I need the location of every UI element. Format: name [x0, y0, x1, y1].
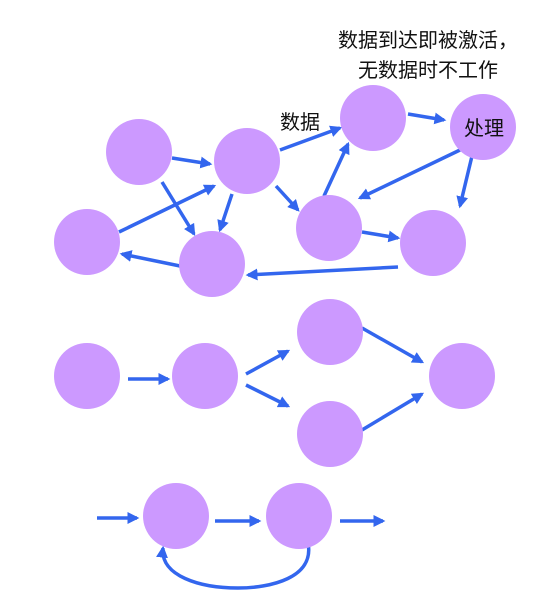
process-label: 处理	[464, 116, 504, 140]
node-m3	[297, 299, 363, 365]
node-c	[54, 209, 120, 275]
node-m5	[429, 343, 495, 409]
edge-e-g	[407, 112, 447, 125]
node-e	[340, 85, 406, 151]
loop-nodes	[143, 483, 332, 549]
edge-d-c	[119, 250, 181, 268]
edge-c-b	[118, 184, 217, 234]
node-g-process	[450, 94, 516, 160]
node-l1	[143, 483, 209, 549]
edge-m2-m4	[245, 383, 291, 408]
annotation-line1: 数据到达即被激活，	[338, 28, 518, 52]
node-h	[400, 210, 466, 276]
branch-edges	[128, 326, 425, 432]
node-b	[214, 128, 280, 194]
loop-graph	[97, 483, 386, 590]
node-m2	[172, 343, 238, 409]
node-m4	[297, 401, 363, 467]
edge-m3-m5	[361, 326, 425, 364]
edge-f-h	[361, 230, 401, 243]
edge-b-e	[279, 125, 343, 152]
edge-a-b	[171, 156, 213, 169]
node-f	[296, 195, 362, 261]
edge-g-h	[456, 155, 474, 209]
edge-b-d	[217, 193, 234, 233]
node-l2	[266, 483, 332, 549]
edge-f-e	[322, 141, 350, 197]
loop-edges	[97, 512, 386, 590]
edge-g-f	[357, 148, 461, 200]
node-d	[179, 231, 245, 297]
edge-m2-m3	[245, 349, 291, 376]
edge-m4-m5	[361, 392, 425, 432]
edge-b-f	[274, 184, 300, 212]
edge-a-d	[160, 181, 196, 237]
branch-nodes	[54, 299, 495, 467]
node-m1	[54, 343, 120, 409]
network-nodes	[54, 85, 516, 297]
edge-h-d	[245, 265, 399, 281]
annotation-line2: 无数据时不工作	[358, 58, 498, 82]
edge-feedback-loop	[156, 542, 311, 590]
node-a	[106, 119, 172, 185]
network-edges	[118, 112, 474, 281]
branch-merge-graph	[54, 299, 495, 467]
network-graph: 数据到达即被激活， 无数据时不工作 数据 处理	[54, 28, 518, 297]
data-label: 数据	[280, 110, 320, 134]
